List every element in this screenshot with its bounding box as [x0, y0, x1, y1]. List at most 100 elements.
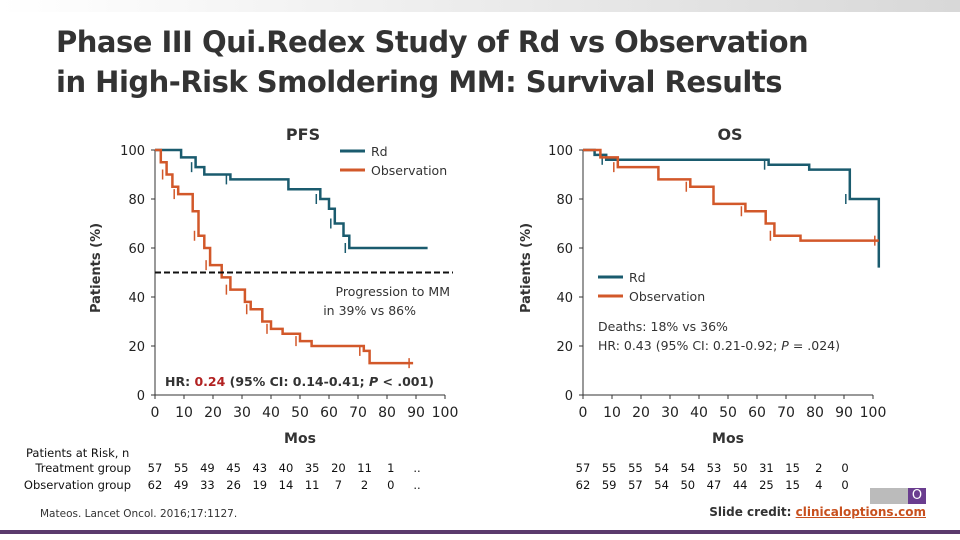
panel-title: PFS — [286, 125, 320, 144]
annotation: Progression to MM — [336, 284, 450, 299]
reference: Mateos. Lancet Oncol. 2016;17:1127. — [40, 508, 238, 520]
series-rd-line — [155, 148, 428, 250]
risk-cell: 44 — [732, 478, 748, 492]
top-bar — [0, 0, 960, 12]
risk-cell: 49 — [173, 478, 189, 492]
risk-cell: 2 — [360, 478, 369, 492]
risk-cell: 57 — [575, 461, 591, 475]
risk-cell: 54 — [654, 461, 669, 475]
risk-cell: 50 — [680, 478, 696, 492]
x-tick-label: 10 — [175, 405, 193, 421]
annotation: Deaths: 18% vs 36% — [598, 319, 728, 334]
risk-cell: 31 — [759, 461, 774, 475]
x-tick-label: 40 — [690, 405, 708, 421]
x-tick-label: 0 — [151, 405, 160, 421]
risk-cell: 40 — [278, 461, 294, 475]
risk-cell: 1 — [387, 461, 395, 475]
x-tick-label: 90 — [835, 405, 853, 421]
legend-label: Observation — [371, 163, 447, 178]
x-tick-label: 100 — [432, 405, 459, 421]
y-tick-label: 20 — [128, 340, 145, 355]
risk-cell: 62 — [147, 478, 163, 492]
risk-label-treatment: Treatment group — [35, 461, 131, 475]
series-rd-line — [583, 148, 881, 268]
credit-link[interactable]: clinicaloptions.com — [795, 505, 926, 519]
risk-cell: 20 — [331, 461, 346, 475]
y-tick-label: 100 — [548, 144, 573, 159]
risk-cell: 15 — [785, 478, 800, 492]
x-tick-label: 0 — [579, 405, 588, 421]
risk-cell: 0 — [841, 461, 849, 475]
risk-cell: 55 — [601, 461, 617, 475]
x-axis-label: Mos — [284, 431, 316, 447]
risk-cell: 0 — [387, 478, 395, 492]
x-tick-label: 20 — [632, 405, 650, 421]
x-tick-label: 100 — [860, 405, 887, 421]
risk-heading: Patients at Risk, n — [26, 446, 130, 460]
y-tick-label: 40 — [556, 291, 573, 306]
y-tick-label: 80 — [128, 193, 145, 208]
y-tick-label: 60 — [556, 242, 573, 257]
risk-cell: 57 — [147, 461, 163, 475]
x-tick-label: 50 — [719, 405, 737, 421]
risk-cell: 47 — [706, 478, 722, 492]
risk-cell: 54 — [654, 478, 669, 492]
risk-cell: 55 — [628, 461, 643, 475]
risk-cell: 49 — [200, 461, 215, 475]
x-tick-label: 20 — [204, 405, 222, 421]
slide-title: Phase III Qui.Redex Study of Rd vs Obser… — [56, 25, 809, 99]
legend-label: Rd — [629, 270, 646, 285]
risk-cell: 35 — [304, 461, 320, 475]
risk-cell: 19 — [252, 478, 268, 492]
x-tick-label: 60 — [748, 405, 766, 421]
y-tick-label: 40 — [128, 291, 145, 306]
x-tick-label: 60 — [320, 405, 338, 421]
x-axis-label: Mos — [712, 431, 744, 447]
y-tick-label: 0 — [137, 389, 145, 404]
y-axis-label: Patients (%) — [519, 223, 534, 313]
risk-cell: 45 — [226, 461, 241, 475]
x-tick-label: 70 — [777, 405, 795, 421]
y-tick-label: 0 — [565, 389, 573, 404]
risk-cell: 2 — [815, 461, 823, 475]
risk-cell: 53 — [706, 461, 722, 475]
risk-cell: 7 — [334, 478, 343, 492]
risk-cell: 25 — [759, 478, 774, 492]
y-tick-label: 80 — [556, 193, 573, 208]
hazard-ratio: HR: 0.24 (95% CI: 0.14-0.41; P < .001) — [165, 374, 434, 389]
risk-cell: 26 — [226, 478, 241, 492]
x-tick-label: 40 — [262, 405, 280, 421]
y-tick-label: 20 — [556, 340, 573, 355]
x-tick-label: 30 — [661, 405, 679, 421]
y-tick-label: 60 — [128, 242, 145, 257]
series-observation-line — [583, 148, 879, 242]
risk-cell: 57 — [628, 478, 643, 492]
risk-cell: 14 — [278, 478, 294, 492]
panel-title: OS — [717, 125, 742, 144]
x-tick-label: 80 — [806, 405, 824, 421]
risk-cell: 11 — [357, 461, 372, 475]
bottom-bar — [0, 530, 960, 534]
risk-cell: 15 — [785, 461, 800, 475]
risk-cell: 62 — [575, 478, 591, 492]
risk-cell: 33 — [200, 478, 215, 492]
x-tick-label: 10 — [603, 405, 621, 421]
annotation: in 39% vs 86% — [323, 303, 416, 318]
cco-logo: O — [870, 488, 926, 504]
hazard-ratio: HR: 0.43 (95% CI: 0.21-0.92; P = .024) — [598, 338, 840, 353]
risk-cell: 59 — [601, 478, 617, 492]
legend-label: Rd — [371, 144, 388, 159]
x-tick-label: 30 — [233, 405, 251, 421]
series-observation-line — [155, 148, 414, 365]
x-tick-label: 90 — [407, 405, 425, 421]
x-tick-label: 70 — [349, 405, 367, 421]
y-axis-label: Patients (%) — [89, 223, 104, 313]
risk-cell: 54 — [680, 461, 696, 475]
risk-cell: 4 — [815, 478, 823, 492]
risk-cell: .. — [413, 478, 421, 492]
x-tick-label: 80 — [378, 405, 396, 421]
legend-label: Observation — [629, 289, 705, 304]
risk-cell: 43 — [252, 461, 268, 475]
risk-cell: 50 — [732, 461, 748, 475]
